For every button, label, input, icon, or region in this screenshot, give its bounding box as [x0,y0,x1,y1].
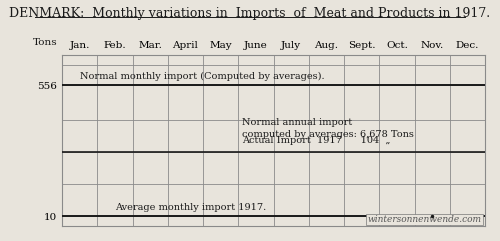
Text: Actual Import  1917      104  „: Actual Import 1917 104 „ [242,136,390,145]
Text: Tons: Tons [32,38,57,47]
Text: DENMARK:  Monthly variations in  Imports  of  Meat and Products in 1917.: DENMARK: Monthly variations in Imports o… [10,7,490,20]
Text: Normal monthly import (Computed by averages).: Normal monthly import (Computed by avera… [80,72,324,81]
Text: Normal annual import
computed by averages: 6,678 Tons: Normal annual import computed by average… [242,118,414,139]
Text: wintersonnenwende.com: wintersonnenwende.com [368,215,482,224]
Text: Average monthly import 1917.: Average monthly import 1917. [115,203,266,212]
